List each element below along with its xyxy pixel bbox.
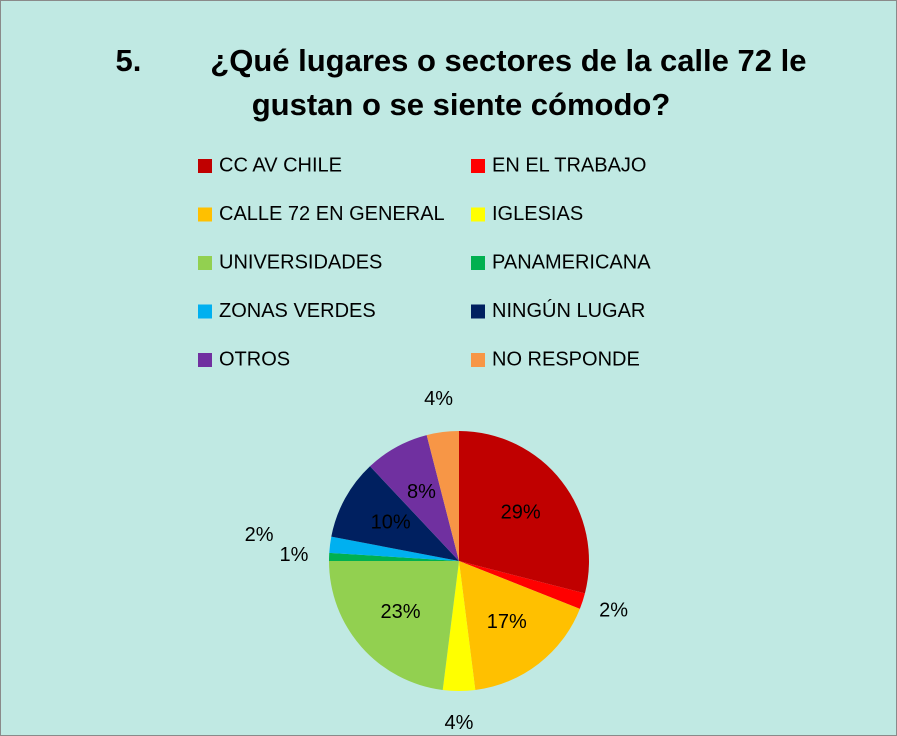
- legend-label: UNIVERSIDADES: [219, 251, 382, 273]
- pie-slice: [329, 561, 459, 690]
- pie-slice: [329, 552, 459, 561]
- data-label: 4%: [445, 712, 474, 734]
- data-label: 1%: [280, 544, 309, 566]
- legend-label: PANAMERICANA: [492, 251, 651, 273]
- data-label: 8%: [407, 481, 436, 503]
- legend-label: ZONAS VERDES: [219, 300, 376, 322]
- legend-label: IGLESIAS: [492, 203, 583, 225]
- legend-swatch: [198, 159, 212, 173]
- pie-slice: [329, 536, 459, 561]
- data-label: 4%: [424, 388, 453, 410]
- legend-label: NINGÚN LUGAR: [492, 299, 645, 322]
- pie-slice: [459, 561, 580, 690]
- pie-slice: [331, 466, 459, 561]
- legend-swatch: [471, 353, 485, 367]
- legend-label: NO RESPONDE: [492, 348, 640, 370]
- legend-label: CC AV CHILE: [219, 154, 342, 176]
- chart-title: 5. ¿Qué lugares o sectores de la calle 7…: [115, 43, 816, 122]
- pie-slice: [442, 561, 476, 691]
- data-label: 10%: [371, 512, 411, 534]
- pie-slice: [459, 431, 590, 594]
- data-label: 29%: [501, 501, 541, 523]
- legend-label: EN EL TRABAJO: [492, 154, 647, 176]
- legend-swatch: [198, 256, 212, 270]
- legend-swatch: [471, 207, 485, 222]
- legend-swatch: [471, 304, 485, 319]
- data-label: 17%: [487, 611, 527, 633]
- data-label: 2%: [245, 524, 274, 546]
- pie-slice: [459, 561, 585, 609]
- legend-swatch: [198, 207, 212, 222]
- legend-label: CALLE 72 EN GENERAL: [219, 203, 445, 225]
- pie-slice: [426, 431, 459, 561]
- data-label: 2%: [599, 599, 628, 621]
- data-label: 23%: [380, 601, 420, 623]
- legend-swatch: [198, 304, 212, 319]
- legend-label: OTROS: [219, 348, 290, 370]
- pie-slice: [370, 435, 459, 561]
- legend-swatch: [471, 159, 485, 173]
- legend-swatch: [471, 256, 485, 270]
- legend-swatch: [198, 353, 212, 367]
